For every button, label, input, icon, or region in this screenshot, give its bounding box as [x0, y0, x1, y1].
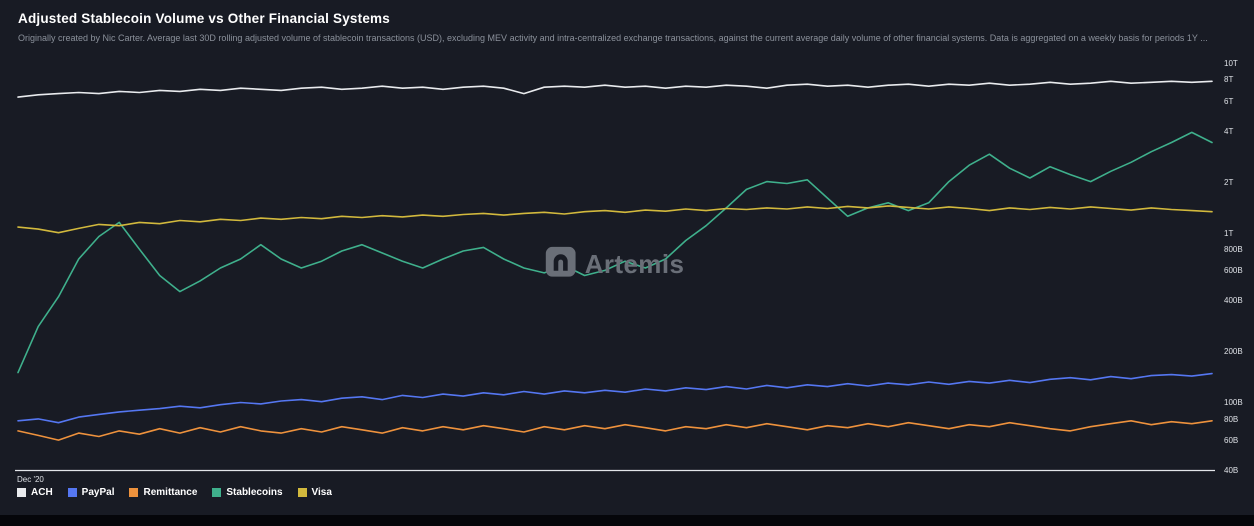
y-tick-label: 600B	[1224, 266, 1243, 276]
y-tick-label: 8T	[1224, 75, 1234, 85]
legend-swatch	[212, 488, 222, 497]
series-line-ach	[17, 80, 1213, 98]
y-axis-labels: 10T 8T 6T 4T 2T 1T 800B 600B 400B 200B 100B 80B 60B 4…	[1224, 55, 1254, 485]
bottom-strip	[0, 515, 1254, 526]
legend-label: Visa	[311, 487, 332, 498]
y-tick-label: 80B	[1224, 414, 1239, 424]
legend-label: ACH	[31, 487, 53, 498]
chart-canvas[interactable]	[15, 55, 1215, 475]
legend-swatch	[67, 488, 77, 497]
legend-swatch	[129, 488, 139, 497]
series-line-paypal	[17, 372, 1213, 424]
chart-header: Adjusted Stablecoin Volume vs Other Fina…	[0, 0, 1254, 43]
y-tick-label: 2T	[1224, 177, 1234, 187]
y-tick-label: 800B	[1224, 245, 1243, 255]
y-tick-label: 400B	[1224, 296, 1243, 306]
series-line-remittance	[17, 419, 1213, 441]
legend-label: Stablecoins	[226, 487, 283, 498]
legend-label: PayPal	[81, 487, 115, 498]
y-tick-label: 60B	[1224, 436, 1239, 446]
y-tick-label: 6T	[1224, 96, 1234, 106]
series-line-visa	[17, 205, 1213, 234]
y-tick-label: 10T	[1224, 59, 1238, 68]
legend-item-remittance[interactable]: Remittance	[129, 487, 197, 498]
x-axis-label: Dec '20	[17, 475, 44, 484]
chart-title: Adjusted Stablecoin Volume vs Other Fina…	[18, 11, 390, 26]
chart-subtitle: Originally created by Nic Carter. Averag…	[18, 33, 1208, 43]
legend-item-paypal[interactable]: PayPal	[67, 487, 115, 498]
legend-swatch	[297, 488, 307, 497]
legend-item-ach[interactable]: ACH	[17, 487, 53, 498]
legend-item-stablecoins[interactable]: Stablecoins	[212, 487, 283, 498]
y-tick-label: 40B	[1224, 466, 1239, 475]
legend: ACH PayPal Remittance Stablecoins Visa	[17, 487, 332, 498]
y-tick-label: 200B	[1224, 347, 1243, 357]
y-tick-label: 100B	[1224, 398, 1243, 408]
legend-item-visa[interactable]: Visa	[297, 487, 332, 498]
plot-area[interactable]: Artemis Dec '20	[15, 55, 1215, 484]
legend-label: Remittance	[143, 487, 198, 498]
y-tick-label: 1T	[1224, 228, 1234, 238]
legend-swatch	[17, 488, 26, 497]
y-tick-label: 4T	[1224, 126, 1234, 136]
series-line-stablecoins	[17, 131, 1213, 374]
